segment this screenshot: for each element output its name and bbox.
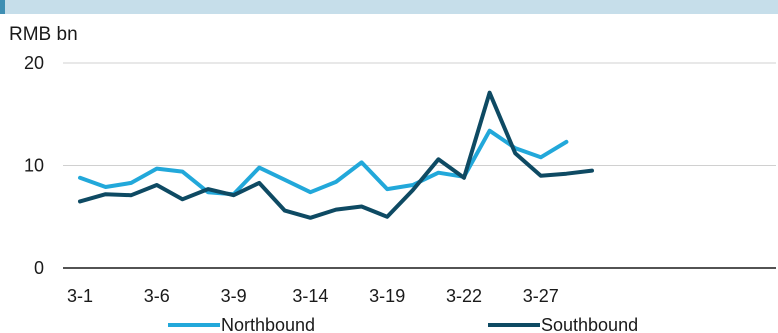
- x-tick-label: 3-27: [523, 286, 559, 306]
- y-tick-labels: 0 10 20: [24, 53, 44, 278]
- series-line-northbound: [78, 128, 569, 197]
- x-tick-label: 3-19: [369, 286, 405, 306]
- x-tick-labels: 3-1 3-6 3-9 3-14 3-19 3-22 3-27: [67, 286, 559, 306]
- x-tick-label: 3-14: [292, 286, 328, 306]
- x-tick-label: 3-9: [221, 286, 247, 306]
- legend-label: Southbound: [541, 315, 638, 333]
- x-tick-label: 3-6: [144, 286, 170, 306]
- y-tick-label: 0: [34, 258, 44, 278]
- y-tick-label: 10: [24, 156, 44, 176]
- x-tick-label: 3-1: [67, 286, 93, 306]
- series-lines: [78, 90, 594, 220]
- header-bar: [0, 0, 778, 14]
- legend: Northbound Southbound: [168, 315, 638, 333]
- legend-item: Northbound: [168, 315, 315, 333]
- legend-item: Southbound: [488, 315, 638, 333]
- unit-label: RMB bn: [9, 24, 78, 45]
- x-tick-label: 3-22: [446, 286, 482, 306]
- series-line-southbound: [78, 90, 594, 220]
- legend-label: Northbound: [221, 315, 315, 333]
- gridlines: [63, 62, 776, 269]
- y-tick-label: 20: [24, 53, 44, 73]
